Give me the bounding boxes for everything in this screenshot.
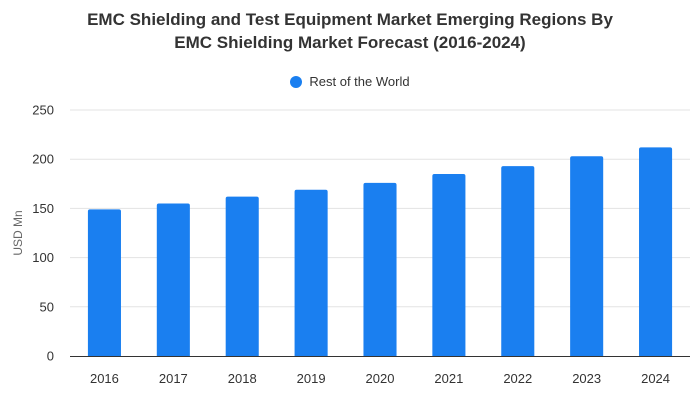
y-tick-label: 150 bbox=[32, 201, 54, 216]
legend-label: Rest of the World bbox=[309, 74, 410, 89]
y-tick-label: 0 bbox=[47, 349, 54, 364]
bar-2019[interactable] bbox=[294, 189, 328, 356]
bar-2021[interactable] bbox=[432, 173, 466, 356]
y-tick-label: 50 bbox=[40, 299, 54, 314]
bar-2023[interactable] bbox=[570, 156, 604, 356]
bar-2024[interactable] bbox=[639, 147, 673, 356]
chart-title-line-2: EMC Shielding Market Forecast (2016-2024… bbox=[174, 33, 526, 52]
bar-2017[interactable] bbox=[156, 203, 190, 356]
x-tick-label: 2023 bbox=[572, 371, 601, 386]
y-axis-label: USD Mn bbox=[11, 210, 25, 255]
bars bbox=[87, 147, 673, 356]
chart-title-line-1: EMC Shielding and Test Equipment Market … bbox=[87, 10, 613, 29]
x-tick-label: 2019 bbox=[297, 371, 326, 386]
axes: 0 50 100 150 200 250 2016 2017 2018 2019 2020 2021 2… bbox=[32, 103, 690, 386]
bar-2018[interactable] bbox=[225, 196, 259, 356]
x-tick-label: 2016 bbox=[90, 371, 119, 386]
bar-2020[interactable] bbox=[363, 182, 397, 356]
y-tick-label: 250 bbox=[32, 103, 54, 118]
bar-2016[interactable] bbox=[87, 209, 121, 356]
legend-marker bbox=[290, 75, 303, 88]
x-tick-label: 2024 bbox=[641, 371, 670, 386]
x-tick-label: 2020 bbox=[366, 371, 395, 386]
x-tick-label: 2022 bbox=[503, 371, 532, 386]
chart-title: EMC Shielding and Test Equipment Market … bbox=[0, 8, 700, 54]
y-tick-label: 200 bbox=[32, 152, 54, 167]
chart-legend: Rest of the World bbox=[0, 74, 700, 89]
bar-2022[interactable] bbox=[501, 166, 535, 356]
x-tick-label: 2018 bbox=[228, 371, 257, 386]
x-tick-label: 2021 bbox=[434, 371, 463, 386]
x-tick-label: 2017 bbox=[159, 371, 188, 386]
y-tick-label: 100 bbox=[32, 250, 54, 265]
